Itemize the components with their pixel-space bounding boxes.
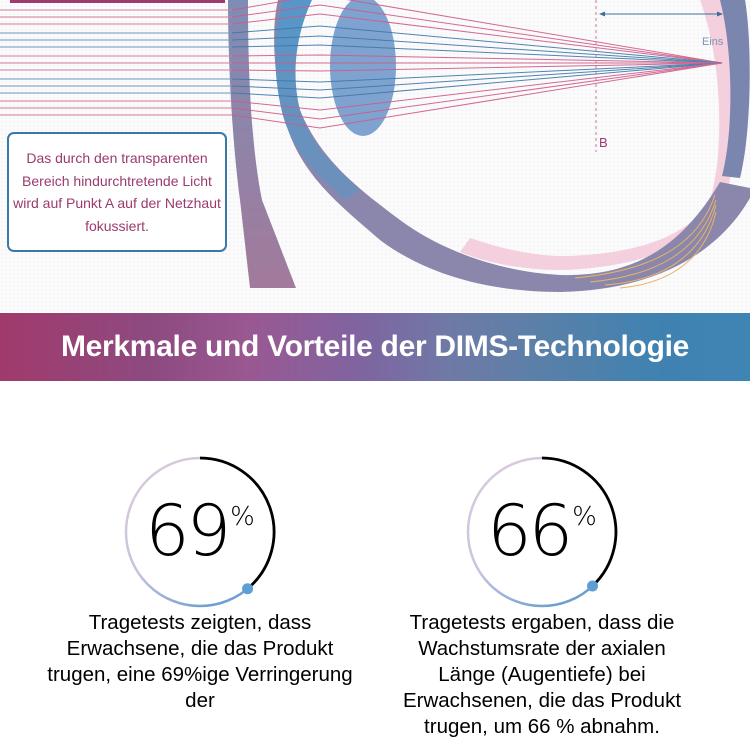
frame-edge [10,0,225,3]
callout-text: Das durch den transparenten Bereich hind… [13,150,221,234]
converging-rays [231,0,723,129]
incoming-rays [0,9,232,116]
eye-illustration [0,0,750,292]
callout-box: Das durch den transparenten Bereich hind… [7,132,227,252]
stat-card-growth-rate: 66% Tragetests ergaben, dass die Wachstu… [387,452,697,740]
sclera-right [720,0,750,178]
ring-graphic [466,456,618,608]
lens [330,0,396,136]
stat-value: 69% [145,490,255,572]
nerve-fibers [574,194,717,289]
ring-graphic [124,456,276,608]
stat-description: Tragetests zeigten, dass Erwachsene, die… [47,611,353,712]
iris-wall [228,0,296,288]
distance-arrow [599,11,723,17]
ring-knob [242,583,254,595]
progress-ring: 69% [120,452,280,612]
point-b-label: B [599,135,608,150]
sclera [274,0,750,292]
stat-description: Tragetests ergaben, dass die Wachstumsra… [402,611,682,738]
progress-ring: 66% [462,452,622,612]
stat-value: 66% [487,490,597,572]
section-banner: Merkmale und Vorteile der DIMS-Technolog… [0,313,750,381]
cornea [275,0,360,200]
retina [460,0,738,270]
stat-card-axial-reduction: 69% Tragetests zeigten, dass Erwachsene,… [45,452,355,714]
eye-diagram: Das durch den transparenten Bereich hind… [0,0,750,312]
section-title: Merkmale und Vorteile der DIMS-Technolog… [60,330,690,363]
ring-knob [587,580,598,592]
point-a-label: Eins [702,36,724,48]
